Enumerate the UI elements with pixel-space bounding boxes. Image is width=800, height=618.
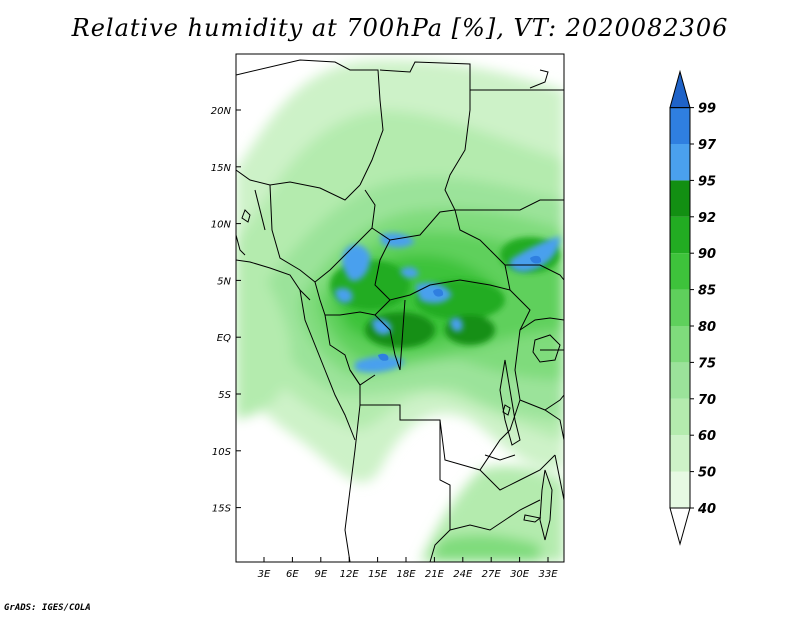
colorbar-label: 85 [698,284,716,299]
lat-tick-label: 15S [212,504,232,515]
colorbar-label: 97 [698,138,717,153]
colorbar-outline [669,107,691,509]
colorbar-segment [670,216,690,254]
longitude-axis: 3E 6E 9E 12E 15E 18E 21E 24E 27E 30E 33E [258,557,558,580]
colorbar-label: 99 [698,102,716,117]
colorbar-segment [670,435,690,472]
colorbar-segment [670,326,690,363]
lon-tick-label: 21E [425,569,445,580]
colorbar-segment [670,471,690,508]
colorbar: 40 50 60 70 75 80 85 90 92 95 97 99 [669,69,717,546]
colorbar-label: 40 [697,502,716,517]
colorbar-lower-arrow [669,507,691,546]
map-title: Relative humidity at 700hPa [%], VT: 202… [71,14,729,42]
colorbar-label: 95 [698,174,716,189]
lon-tick-label: 3E [258,569,271,580]
colorbar-label: 50 [698,466,716,481]
colorbar-segment [670,362,690,399]
map-frame [235,53,565,563]
colorbar-segment [670,253,690,290]
colorbar-segment [670,180,690,217]
lon-tick-label: 33E [538,569,558,580]
lat-tick-label: 5N [217,276,231,287]
lon-tick-label: 12E [340,569,360,580]
lon-tick-label: 18E [396,569,416,580]
colorbar-label: 80 [698,320,716,335]
lon-tick-label: 27E [482,569,502,580]
humidity-field [236,54,564,562]
colorbar-upper-arrow [669,69,691,109]
lon-tick-label: 15E [368,569,388,580]
colorbar-label: 60 [698,429,716,444]
lat-tick-label: 15N [211,163,232,174]
colorbar-segment [670,289,690,326]
colorbar-label: 75 [698,356,716,371]
grads-credit: GrADS: IGES/COLA [4,603,91,613]
lon-tick-label: 30E [510,569,530,580]
country-borders [236,59,564,562]
lat-tick-label: 20N [211,106,232,117]
colorbar-label: 90 [698,247,716,262]
lon-tick-label: 6E [286,569,299,580]
lat-tick-label: EQ [217,333,231,344]
lat-tick-label: 10S [212,447,232,458]
lat-tick-label: 10N [211,220,232,231]
colorbar-segment [670,107,690,144]
colorbar-segment [670,398,690,436]
colorbar-segment [670,144,690,181]
latitude-axis: 20N 15N 10N 5N EQ 5S 10S 15S [211,106,241,515]
colorbar-label: 70 [698,393,716,408]
lon-tick-label: 9E [314,569,327,580]
colorbar-label: 92 [698,211,716,226]
lon-tick-label: 24E [453,569,473,580]
lat-tick-label: 5S [218,390,231,401]
